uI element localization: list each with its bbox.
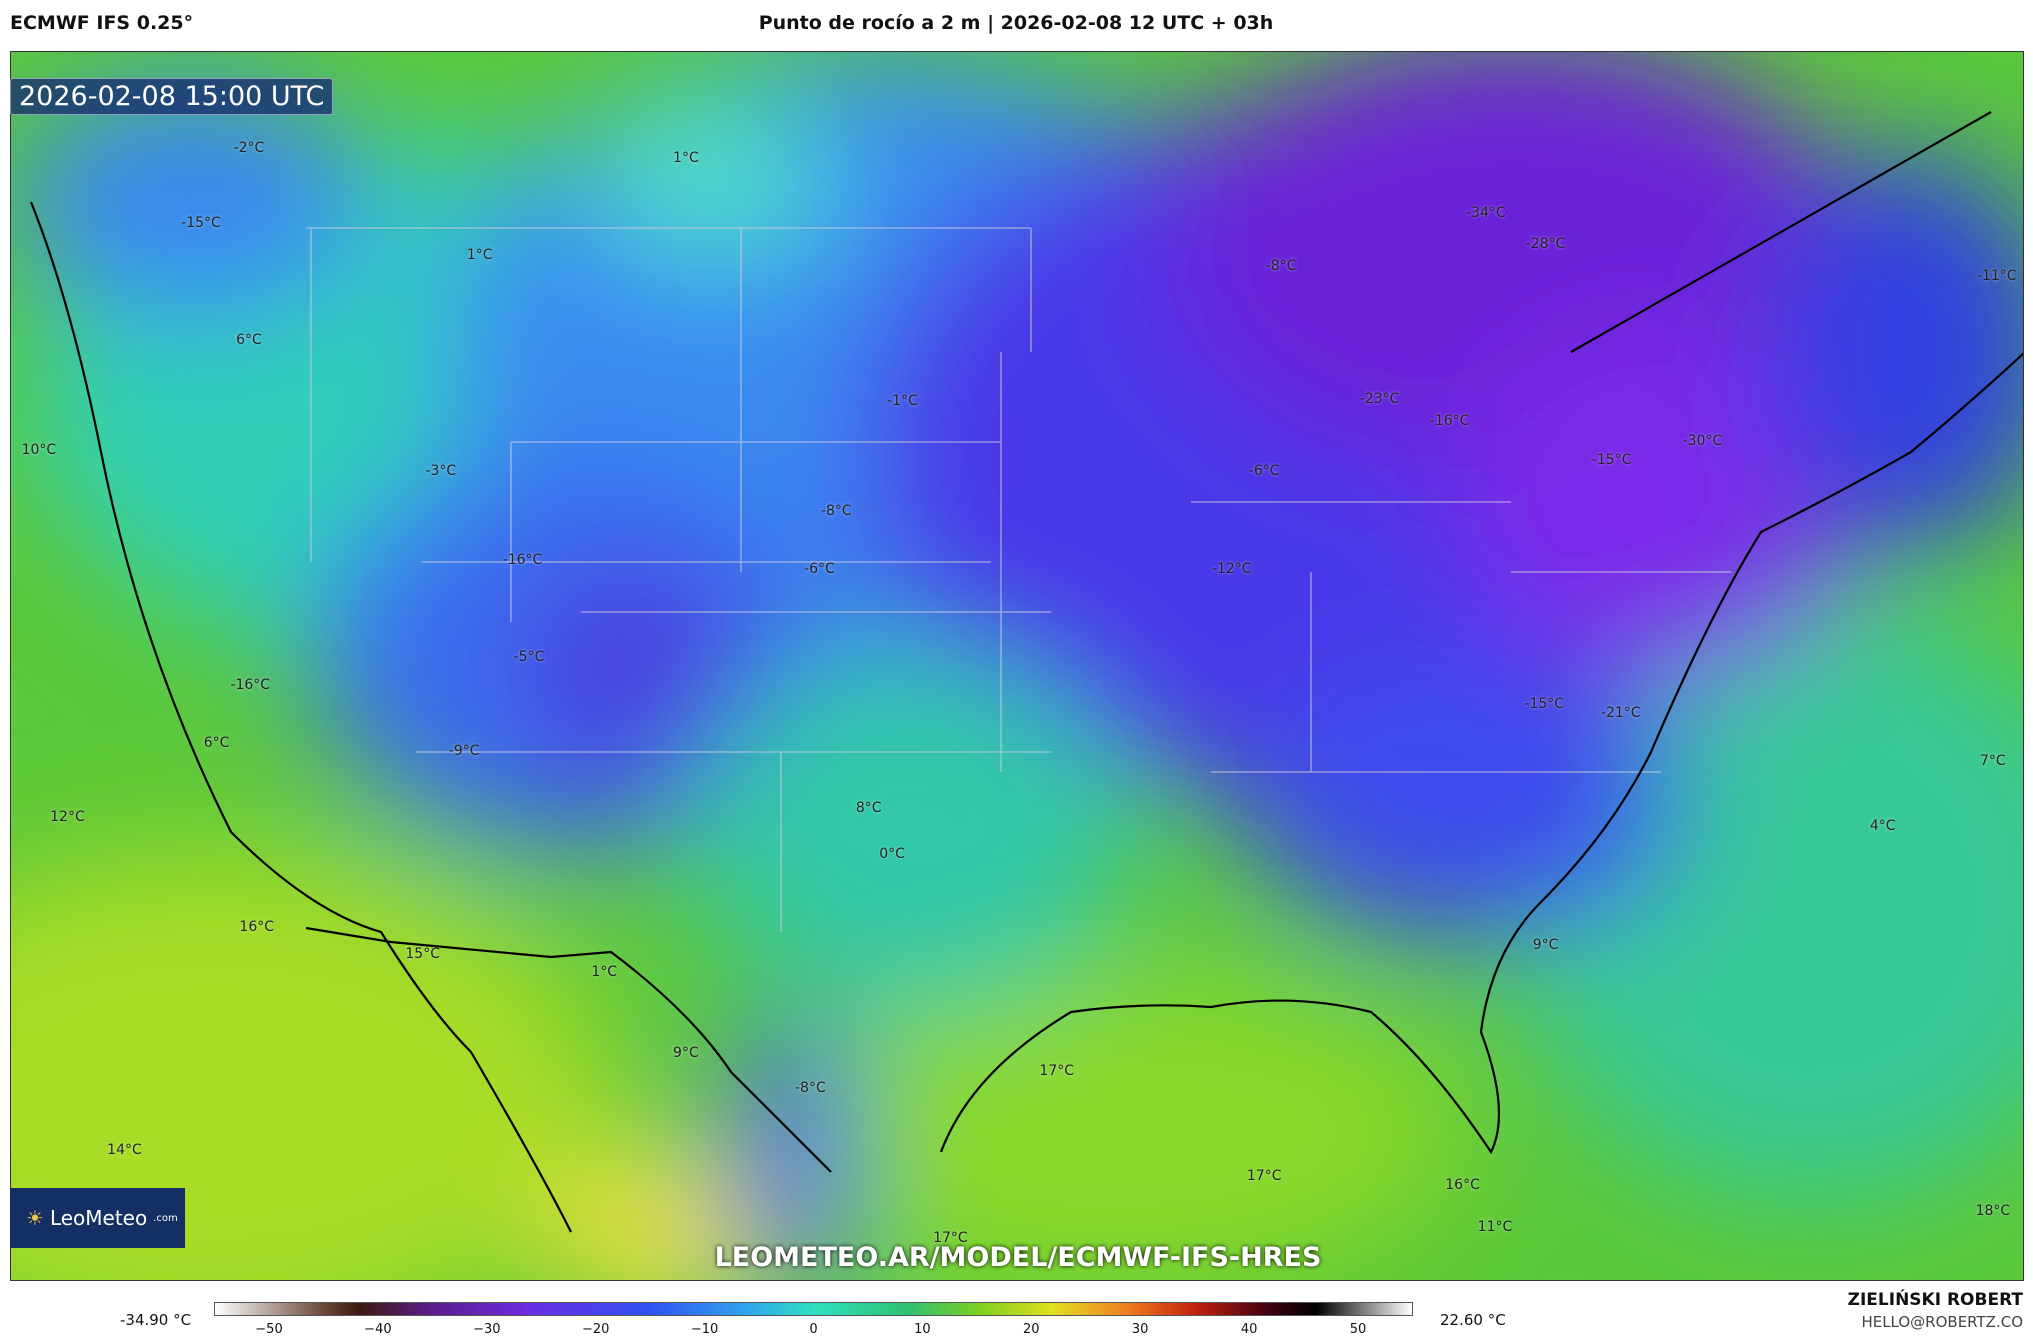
temperature-label: -15°C (181, 215, 221, 231)
temperature-label: 10°C (21, 441, 57, 458)
temperature-label: 6°C (236, 331, 262, 348)
temperature-label: -6°C (1248, 462, 1280, 479)
colorbar-tick: 50 (1349, 1322, 1367, 1337)
temperature-label: 12°C (50, 808, 85, 825)
temperature-label: -9°C (448, 742, 480, 759)
temperature-label: 17°C (1246, 1168, 1282, 1185)
temperature-label: 8°C (855, 799, 882, 816)
temperature-label: 18°C (1975, 1203, 2011, 1220)
timestamp: 2026-02-08 15:00 UTC (10, 78, 334, 115)
temperature-label: -28°C (1525, 235, 1566, 252)
temperature-label: 9°C (1532, 937, 1559, 954)
temperature-label: 6°C (203, 734, 230, 751)
logo: ☀ LeoMeteo .com (10, 1188, 185, 1248)
temperature-label: -21°C (1600, 705, 1641, 722)
logo-name: LeoMeteo (49, 1206, 148, 1230)
author: ZIELIŃSKI ROBERT (1847, 1290, 2023, 1310)
temperature-label: -8°C (1265, 257, 1297, 274)
temperature-label: 1°C (591, 964, 618, 981)
colorbar-min: -34.90 °C (120, 1311, 192, 1329)
temperature-label: -15°C (1524, 696, 1565, 713)
temperature-label: -11°C (1976, 268, 2017, 285)
email: HELLO@ROBERTZ.CO (1861, 1313, 2023, 1331)
temperature-label: 1°C (466, 247, 493, 264)
temperature-label: 9°C (673, 1044, 699, 1061)
temperature-label: 17°C (1039, 1062, 1075, 1079)
temperature-label: -5°C (513, 649, 545, 666)
colorbar-tick: −10 (690, 1322, 719, 1337)
temperature-label: -1°C (887, 392, 918, 409)
temperature-label: -6°C (804, 561, 835, 578)
model-name: ECMWF IFS 0.25° (10, 12, 194, 34)
colorbar-tick: 0 (809, 1322, 818, 1337)
colorbar-tick: −30 (473, 1322, 501, 1337)
source-url: LEOMETEO.AR/MODEL/ECMWF-IFS-HRES (714, 1242, 1322, 1273)
colorbar-tick: 10 (914, 1322, 931, 1337)
temperature-label: 14°C (107, 1142, 142, 1159)
temperature-label: 15°C (405, 946, 440, 963)
temperature-label: -8°C (795, 1079, 826, 1096)
map-title: Punto de rocío a 2 m | 2026-02-08 12 UTC… (758, 12, 1274, 34)
colorbar-tick: −20 (581, 1322, 610, 1337)
logo-suffix: .com (153, 1212, 178, 1224)
temperature-label: -16°C (230, 676, 271, 693)
temperature-label: -2°C (233, 139, 265, 156)
temperature-label: 7°C (1980, 753, 2006, 770)
temperature-label: -34°C (1466, 204, 1506, 221)
temperature-label: 16°C (239, 919, 275, 936)
map (10, 51, 2024, 1281)
colorbar (214, 1302, 1413, 1316)
temperature-label: 17°C (933, 1230, 968, 1247)
colorbar-max: 22.60 °C (1440, 1311, 1506, 1329)
temperature-label: -15°C (1591, 452, 1632, 469)
temperature-label: -16°C (502, 552, 543, 569)
temperature-label: 4°C (1869, 817, 1896, 834)
temperature-label: -3°C (425, 462, 457, 479)
temperature-label: -16°C (1429, 413, 1470, 430)
colorbar-tick: −50 (255, 1322, 283, 1337)
map-field (11, 52, 2023, 1280)
temperature-label: -12°C (1211, 561, 1252, 578)
temperature-label: 16°C (1445, 1177, 1480, 1194)
temperature-label: 1°C (673, 150, 699, 167)
logo-sun: ☀ (26, 1206, 44, 1230)
temperature-label: -23°C (1359, 391, 1400, 408)
temperature-label: 11°C (1477, 1218, 1513, 1235)
colorbar-tick: 30 (1131, 1322, 1149, 1337)
colorbar-tick: 20 (1023, 1322, 1040, 1337)
temperature-label: -30°C (1682, 432, 1723, 449)
colorbar-tick: 40 (1240, 1322, 1258, 1337)
colorbar-tick: −40 (364, 1322, 392, 1337)
temperature-label: -8°C (820, 502, 852, 519)
temperature-label: 0°C (879, 846, 905, 863)
